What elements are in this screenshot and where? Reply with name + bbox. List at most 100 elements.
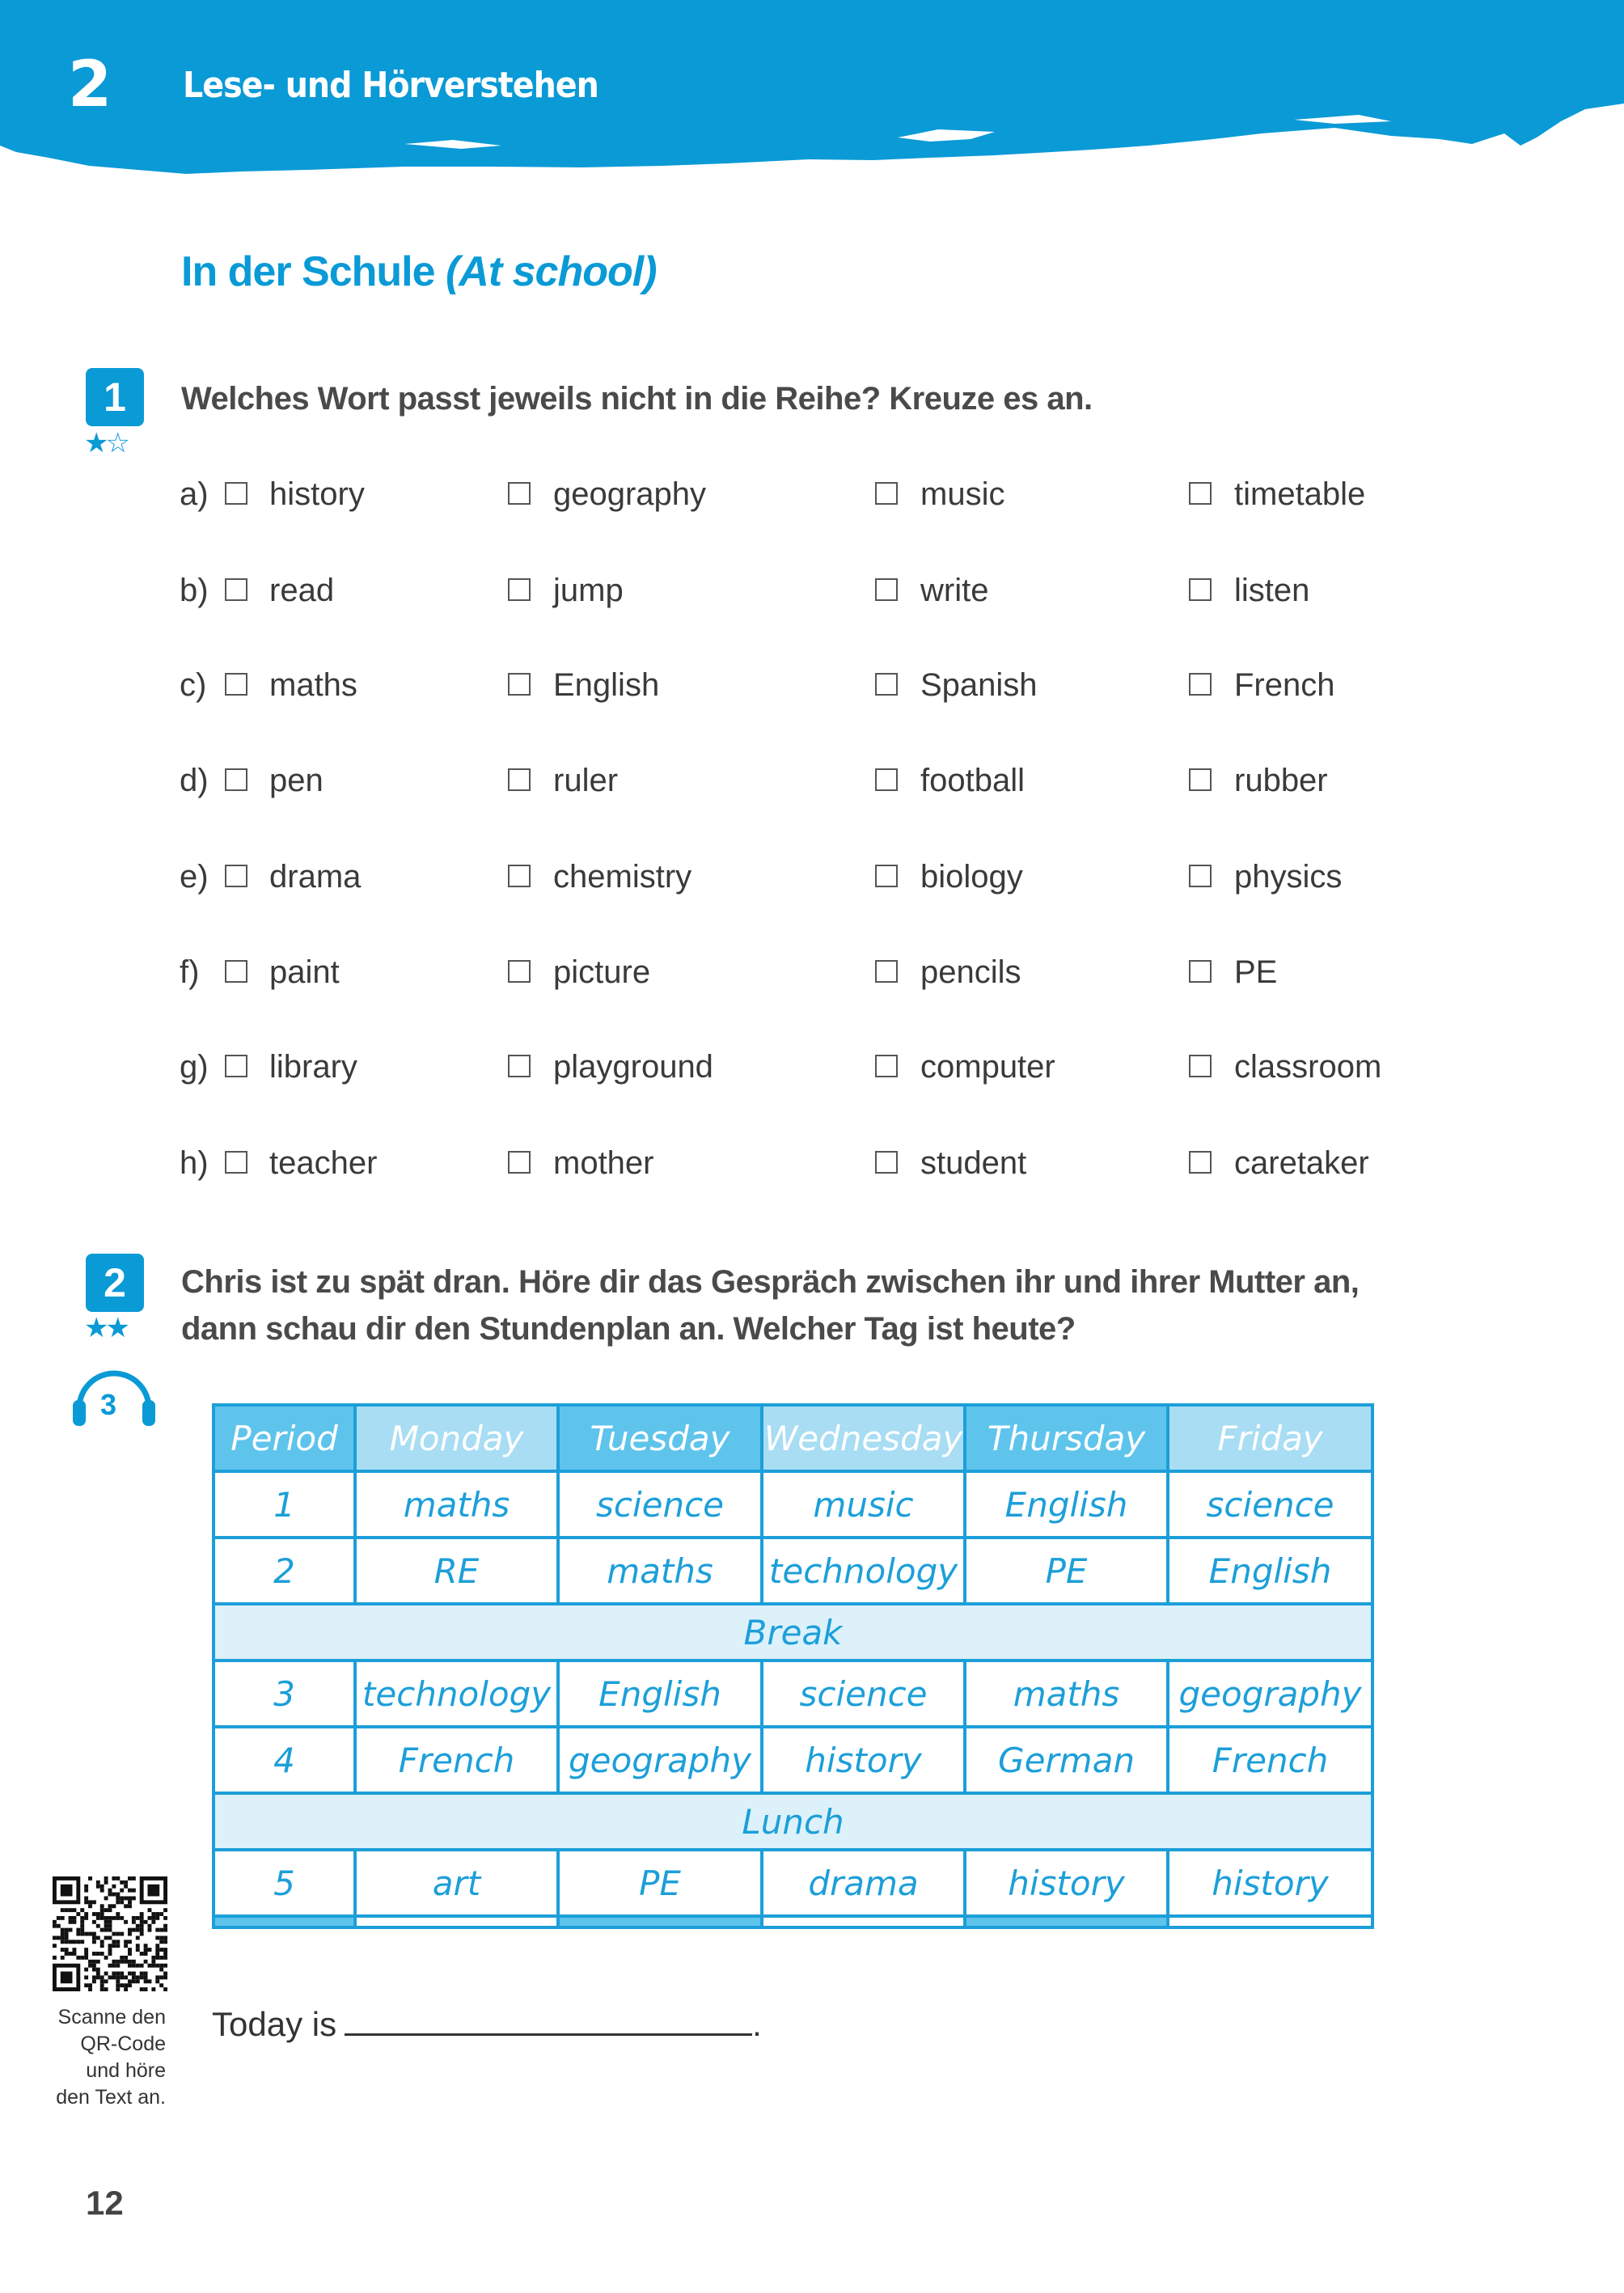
instruction-line-2: dann schau dir den Stundenplan an. Welch… [181,1311,1076,1347]
timetable-cell: 4 [212,1725,357,1795]
checkbox[interactable] [875,1055,898,1077]
checkbox[interactable] [1189,960,1212,983]
checkbox[interactable] [508,768,531,791]
timetable-cell: 5 [212,1848,357,1918]
timetable-cell: technology [760,1536,966,1606]
checkbox[interactable] [225,482,247,505]
timetable-cell: history [1166,1848,1374,1918]
checkbox[interactable] [225,1151,247,1174]
timetable-cell: art [353,1848,560,1918]
checkbox[interactable] [875,1151,898,1174]
word-option: teacher [269,1145,378,1181]
timetable-cell: PE [963,1536,1169,1606]
checkbox[interactable] [875,482,898,505]
timetable-bottom-strip [212,1914,1374,1929]
timetable-cell: history [963,1848,1169,1918]
strip-cell [1166,1914,1374,1929]
timetable-cell: English [556,1659,763,1728]
checkbox[interactable] [508,865,531,887]
row-letter: a) [180,476,209,512]
timetable-cell: PE [556,1848,763,1918]
row-letter: g) [180,1049,209,1085]
word-option: picture [553,954,651,990]
checkbox[interactable] [225,578,247,601]
timetable-row: 2 RE maths technology PE English [212,1536,1374,1606]
checkbox[interactable] [1189,1151,1212,1174]
timetable-cell: science [1166,1470,1374,1539]
word-option: drama [269,859,362,895]
word-option: pen [269,763,324,798]
checkbox[interactable] [875,865,898,887]
timetable-row: 1 maths science music English science [212,1470,1374,1539]
checkbox[interactable] [225,960,247,983]
checkbox[interactable] [225,1055,247,1077]
lunch-row: Lunch [212,1792,1374,1851]
chapter-title: Lese- und Hörverstehen [183,65,599,106]
row-letter: e) [180,859,209,895]
timetable-cell: science [556,1470,763,1539]
checkbox[interactable] [225,865,247,887]
row-letter: b) [180,573,209,608]
word-option: geography [553,476,707,512]
timetable-cell: maths [353,1470,560,1539]
checkbox[interactable] [1189,768,1212,791]
checkbox[interactable] [508,578,531,601]
timetable-cell: RE [353,1536,560,1606]
timetable-cell: music [760,1470,966,1539]
strip-cell [212,1914,357,1929]
timetable-header-cell: Tuesday [556,1403,763,1473]
checkbox[interactable] [1189,865,1212,887]
timetable-cell: science [760,1659,966,1728]
word-option: playground [553,1049,713,1085]
word-option: timetable [1234,476,1366,512]
difficulty-stars-icon: ★☆ [84,428,130,459]
checkbox[interactable] [508,1151,531,1174]
answer-line: Today is. [212,2001,762,2044]
section-title-de: In der Schule [181,248,436,295]
word-option: ruler [553,763,619,798]
checkbox[interactable] [875,673,898,696]
word-option: pencils [920,954,1021,990]
checkbox[interactable] [508,1055,531,1077]
word-option: football [920,763,1025,798]
qr-caption-line: den Text an. [56,2086,166,2109]
row-letter: c) [180,667,207,703]
checkbox[interactable] [508,482,531,505]
timetable-cell: maths [963,1659,1169,1728]
headphones-audio-icon[interactable]: 3 [71,1364,157,1428]
timetable-header-cell: Friday [1166,1403,1374,1473]
checkbox[interactable] [1189,578,1212,601]
row-letter: d) [180,763,209,798]
word-option: chemistry [553,859,692,895]
timetable-cell: French [353,1725,560,1795]
timetable-cell: 1 [212,1470,357,1539]
checkbox[interactable] [225,673,247,696]
checkbox[interactable] [508,960,531,983]
row-letter: f) [180,954,200,990]
checkbox[interactable] [225,768,247,791]
timetable-header-cell: Wednesday [760,1403,966,1473]
timetable-row: 3 technology English science maths geography [212,1659,1374,1728]
qr-code[interactable] [53,1876,167,1991]
instruction-line-1: Chris ist zu spät dran. Höre dir das Ges… [181,1264,1360,1300]
word-option: maths [269,667,357,703]
qr-caption-line: Scanne den [57,2006,166,2029]
word-option: PE [1234,954,1278,990]
lunch-row-label: Lunch [212,1792,1374,1851]
word-option: physics [1234,859,1343,895]
answer-blank-field[interactable] [345,2001,753,2036]
break-row: Break [212,1602,1374,1662]
checkbox[interactable] [875,960,898,983]
checkbox[interactable] [1189,482,1212,505]
timetable-header-cell: Period [212,1403,357,1473]
checkbox[interactable] [875,578,898,601]
checkbox[interactable] [1189,1055,1212,1077]
strip-cell [760,1914,966,1929]
checkbox[interactable] [875,768,898,791]
checkbox[interactable] [1189,673,1212,696]
word-option: mother [553,1145,654,1181]
checkbox[interactable] [508,673,531,696]
exercise-row: g) library playground computer classroom [0,1047,1624,1087]
strip-cell [963,1914,1169,1929]
strip-cell [353,1914,560,1929]
